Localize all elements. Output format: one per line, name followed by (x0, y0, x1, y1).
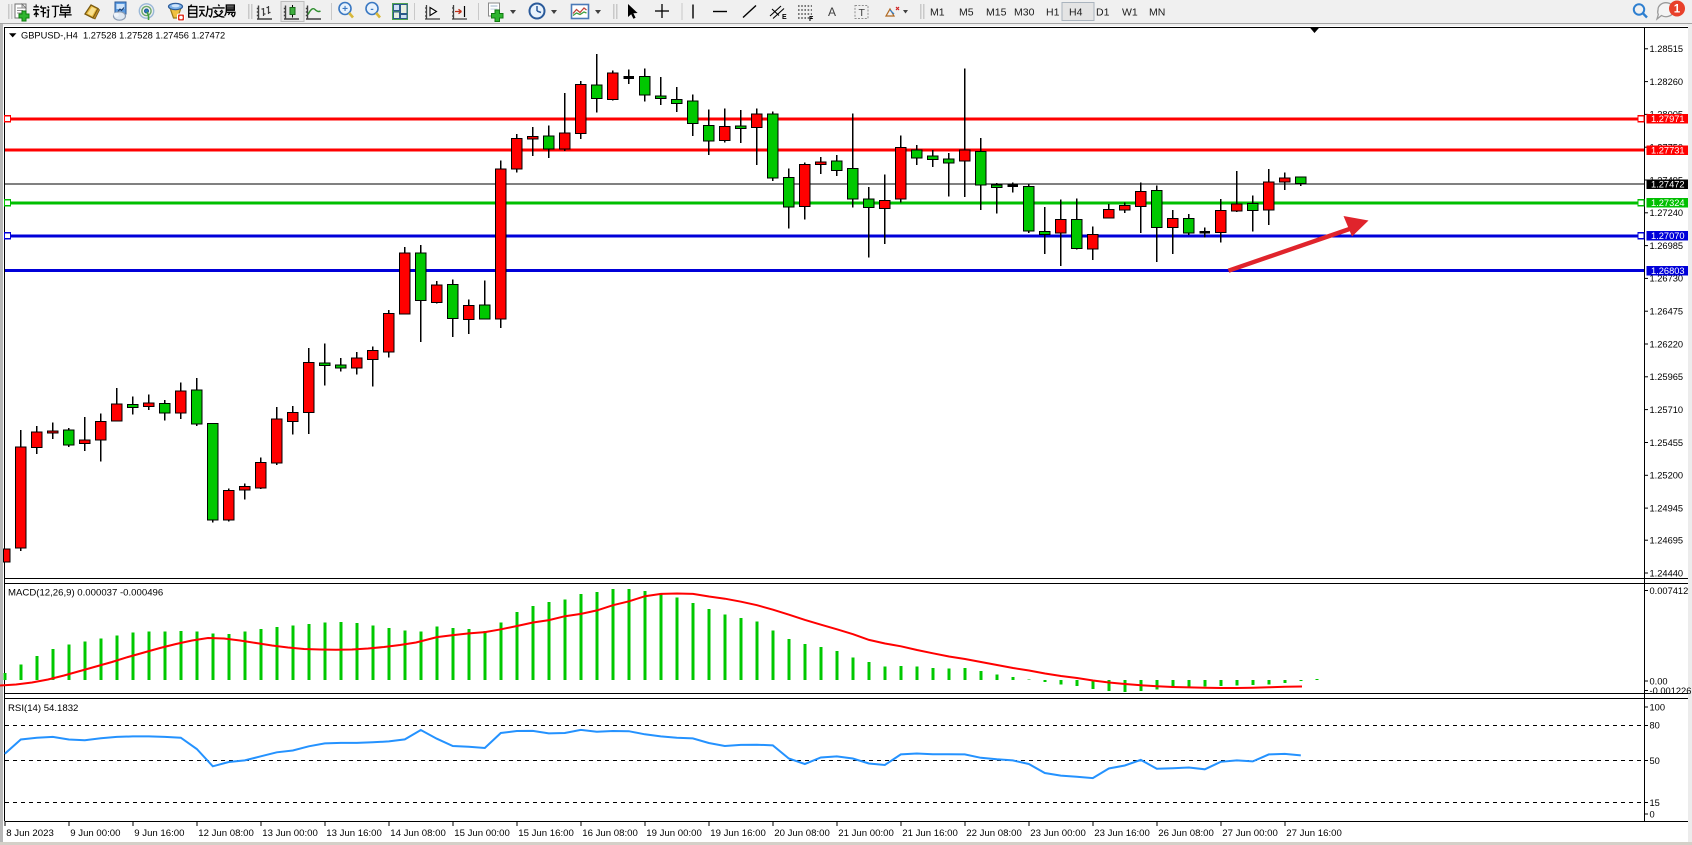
svg-text:19 Jun 16:00: 19 Jun 16:00 (710, 828, 765, 839)
svg-text:14 Jun 08:00: 14 Jun 08:00 (390, 828, 445, 839)
svg-text:20 Jun 08:00: 20 Jun 08:00 (774, 828, 829, 839)
svg-text:9 Jun 00:00: 9 Jun 00:00 (70, 828, 120, 839)
svg-text:M1: M1 (930, 7, 945, 19)
svg-text:W1: W1 (1122, 7, 1138, 19)
svg-text:1.27324: 1.27324 (1651, 198, 1685, 208)
svg-text:1.25965: 1.25965 (1650, 372, 1684, 382)
svg-text:1.24695: 1.24695 (1650, 536, 1684, 546)
svg-text:1.27240: 1.27240 (1650, 208, 1684, 218)
svg-text:100: 100 (1650, 702, 1666, 712)
svg-text:21 Jun 16:00: 21 Jun 16:00 (902, 828, 957, 839)
svg-text:A: A (828, 5, 836, 19)
svg-text:1.26220: 1.26220 (1650, 339, 1684, 349)
svg-text:22 Jun 08:00: 22 Jun 08:00 (966, 828, 1021, 839)
svg-text:80: 80 (1650, 721, 1660, 731)
svg-text:H1: H1 (1046, 7, 1060, 19)
svg-text:50: 50 (1650, 756, 1660, 766)
svg-text:1.26985: 1.26985 (1650, 241, 1684, 251)
svg-text:-: - (370, 4, 373, 15)
svg-text:0.00: 0.00 (1650, 676, 1668, 686)
svg-text:1: 1 (1674, 4, 1681, 16)
svg-text:+: + (342, 4, 348, 15)
svg-text:1.28515: 1.28515 (1650, 44, 1684, 54)
svg-text:MACD(12,26,9) 0.000037 -0.0004: MACD(12,26,9) 0.000037 -0.000496 (8, 588, 163, 599)
svg-text:1.28260: 1.28260 (1650, 77, 1684, 87)
svg-text:E: E (782, 14, 787, 21)
svg-text:8 Jun 2023: 8 Jun 2023 (6, 828, 53, 839)
svg-text:M15: M15 (986, 7, 1007, 19)
svg-text:21 Jun 00:00: 21 Jun 00:00 (838, 828, 893, 839)
svg-text:16 Jun 08:00: 16 Jun 08:00 (582, 828, 637, 839)
svg-text:1.24945: 1.24945 (1650, 503, 1684, 513)
svg-text:1.25455: 1.25455 (1650, 438, 1684, 448)
svg-text:12 Jun 08:00: 12 Jun 08:00 (198, 828, 253, 839)
svg-text:RSI(14) 54.1832: RSI(14) 54.1832 (8, 703, 78, 714)
svg-text:-0.001226: -0.001226 (1650, 686, 1692, 696)
svg-text:1.24440: 1.24440 (1650, 568, 1684, 578)
svg-text:M5: M5 (959, 7, 974, 19)
svg-text:1.27731: 1.27731 (1651, 145, 1685, 155)
svg-text:1.27971: 1.27971 (1651, 114, 1685, 124)
svg-text:1.27472: 1.27472 (1651, 180, 1685, 190)
svg-text:1.26803: 1.26803 (1651, 266, 1685, 276)
svg-text:23 Jun 16:00: 23 Jun 16:00 (1094, 828, 1149, 839)
svg-text:M30: M30 (1014, 7, 1035, 19)
svg-text:0: 0 (1650, 809, 1655, 819)
svg-text:13 Jun 16:00: 13 Jun 16:00 (326, 828, 381, 839)
svg-text:1.25200: 1.25200 (1650, 471, 1684, 481)
svg-text:15: 15 (1650, 798, 1660, 808)
svg-text:T: T (859, 7, 866, 19)
svg-text:15 Jun 00:00: 15 Jun 00:00 (454, 828, 509, 839)
svg-text:23 Jun 00:00: 23 Jun 00:00 (1030, 828, 1085, 839)
svg-text:9 Jun 16:00: 9 Jun 16:00 (134, 828, 184, 839)
svg-text:27 Jun 16:00: 27 Jun 16:00 (1286, 828, 1341, 839)
svg-text:GBPUSD-,H4 1.27528 1.27528 1.: GBPUSD-,H4 1.27528 1.27528 1.27456 1.274… (21, 31, 225, 41)
svg-text:1.26730: 1.26730 (1650, 274, 1684, 284)
svg-text:F: F (809, 16, 814, 23)
svg-text:D1: D1 (1096, 7, 1110, 19)
svg-text:0.007412: 0.007412 (1650, 586, 1689, 596)
svg-text:19 Jun 00:00: 19 Jun 00:00 (646, 828, 701, 839)
svg-text:13 Jun 00:00: 13 Jun 00:00 (262, 828, 317, 839)
svg-text:1.26475: 1.26475 (1650, 307, 1684, 317)
svg-text:H4: H4 (1069, 7, 1083, 19)
svg-text:26 Jun 08:00: 26 Jun 08:00 (1158, 828, 1213, 839)
svg-text:15 Jun 16:00: 15 Jun 16:00 (518, 828, 573, 839)
svg-text:1.27070: 1.27070 (1651, 231, 1685, 241)
svg-text:1.25710: 1.25710 (1650, 405, 1684, 415)
svg-text:27 Jun 00:00: 27 Jun 00:00 (1222, 828, 1277, 839)
svg-text:MN: MN (1149, 7, 1165, 19)
